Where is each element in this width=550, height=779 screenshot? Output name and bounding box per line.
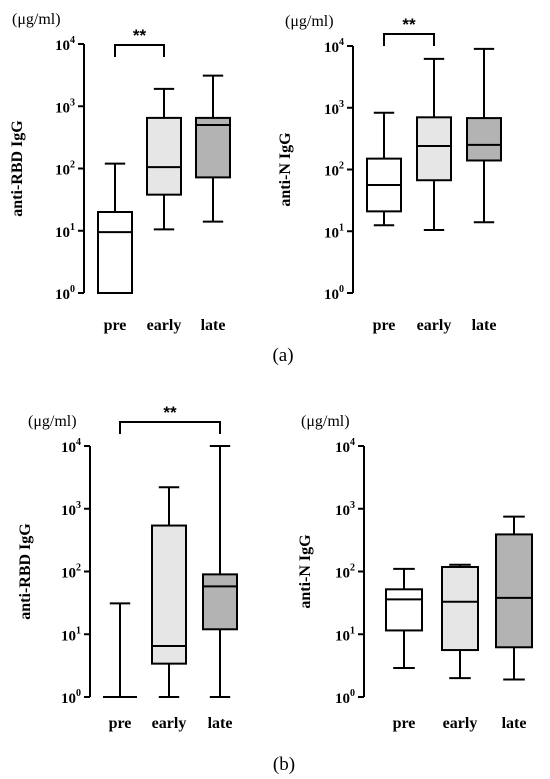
box-pre: [103, 602, 137, 698]
y-tick-label: 102: [55, 160, 75, 179]
chart-4: (μg/ml) anti-N IgG 100 101 102 103 104 pre early…: [297, 413, 533, 732]
significance-bracket: [114, 44, 165, 57]
x-category-label: pre: [104, 317, 127, 334]
box-pre: [385, 567, 423, 669]
x-category-label: early: [417, 317, 452, 334]
y-tick-label: 103: [55, 97, 75, 116]
box-iqr: [202, 573, 238, 631]
unit-label: (μg/ml): [28, 413, 77, 430]
x-category-label: early: [147, 317, 182, 334]
y-axis-title: anti-N IgG: [297, 534, 314, 609]
box-iqr: [97, 211, 133, 294]
significance-stars: **: [163, 403, 177, 422]
unit-label: (μg/ml): [301, 413, 350, 430]
x-category-label: early: [443, 715, 478, 732]
y-tick-label: 103: [335, 500, 355, 519]
box-late: [466, 47, 502, 224]
x-category-label: late: [472, 317, 497, 334]
box-early: [146, 87, 182, 231]
chart-1: (μg/ml) anti-RBD IgG 100 101 102 103 104 pre ear…: [9, 11, 231, 334]
x-category-label: pre: [109, 715, 132, 732]
y-tick-label: 101: [324, 222, 344, 241]
panel-label-b: (b): [273, 754, 295, 775]
box-pre: [366, 111, 402, 227]
chart-3: (μg/ml) anti-RBD IgG 100 101 102 103 104 pre ear…: [17, 403, 238, 732]
x-category-label: late: [208, 715, 233, 732]
box-iqr: [495, 533, 533, 649]
significance-stars: **: [133, 26, 147, 45]
y-tick-label: 100: [55, 284, 75, 303]
x-category-label: late: [201, 317, 226, 334]
x-category-label: pre: [373, 317, 396, 334]
y-tick-label: 101: [61, 625, 81, 644]
box-iqr: [441, 565, 479, 652]
y-tick-label: 100: [61, 688, 81, 707]
box-early: [441, 563, 479, 680]
box-pre: [97, 162, 133, 294]
unit-label: (μg/ml): [12, 11, 61, 28]
box-late: [202, 445, 238, 698]
y-axis-title: anti-RBD IgG: [17, 523, 34, 620]
x-category-label: pre: [393, 715, 416, 732]
significance-stars: **: [402, 15, 416, 34]
y-tick-label: 103: [324, 99, 344, 118]
y-tick-label: 104: [335, 437, 355, 456]
y-tick-label: 101: [55, 222, 75, 241]
box-early: [416, 57, 452, 231]
y-axis-title: anti-RBD IgG: [9, 120, 26, 217]
box-early: [151, 486, 187, 698]
box-iqr: [466, 117, 502, 162]
y-tick-label: 104: [61, 437, 81, 456]
y-tick-label: 104: [324, 37, 344, 56]
y-tick-label: 102: [61, 563, 81, 582]
box-iqr: [151, 524, 187, 665]
box-iqr: [416, 116, 452, 182]
box-iqr: [195, 116, 231, 179]
significance-bracket: [383, 33, 435, 46]
y-axis-title: anti-N IgG: [277, 132, 294, 207]
box-late: [195, 74, 231, 223]
y-tick-label: 100: [335, 688, 355, 707]
y-tick-label: 103: [61, 500, 81, 519]
unit-label: (μg/ml): [285, 13, 334, 30]
x-category-label: early: [152, 715, 187, 732]
y-tick-label: 104: [55, 35, 75, 54]
box-late: [495, 515, 533, 681]
chart-2: (μg/ml) anti-N IgG 100 101 102 103 104 pre early…: [277, 13, 502, 334]
significance-bracket: [119, 421, 221, 434]
y-tick-label: 100: [324, 284, 344, 303]
y-tick-label: 102: [335, 563, 355, 582]
panel-label-a: (a): [272, 345, 293, 366]
x-category-label: late: [502, 715, 527, 732]
box-iqr: [385, 588, 423, 632]
y-tick-label: 102: [324, 161, 344, 180]
box-iqr: [146, 116, 182, 196]
y-tick-label: 101: [335, 625, 355, 644]
